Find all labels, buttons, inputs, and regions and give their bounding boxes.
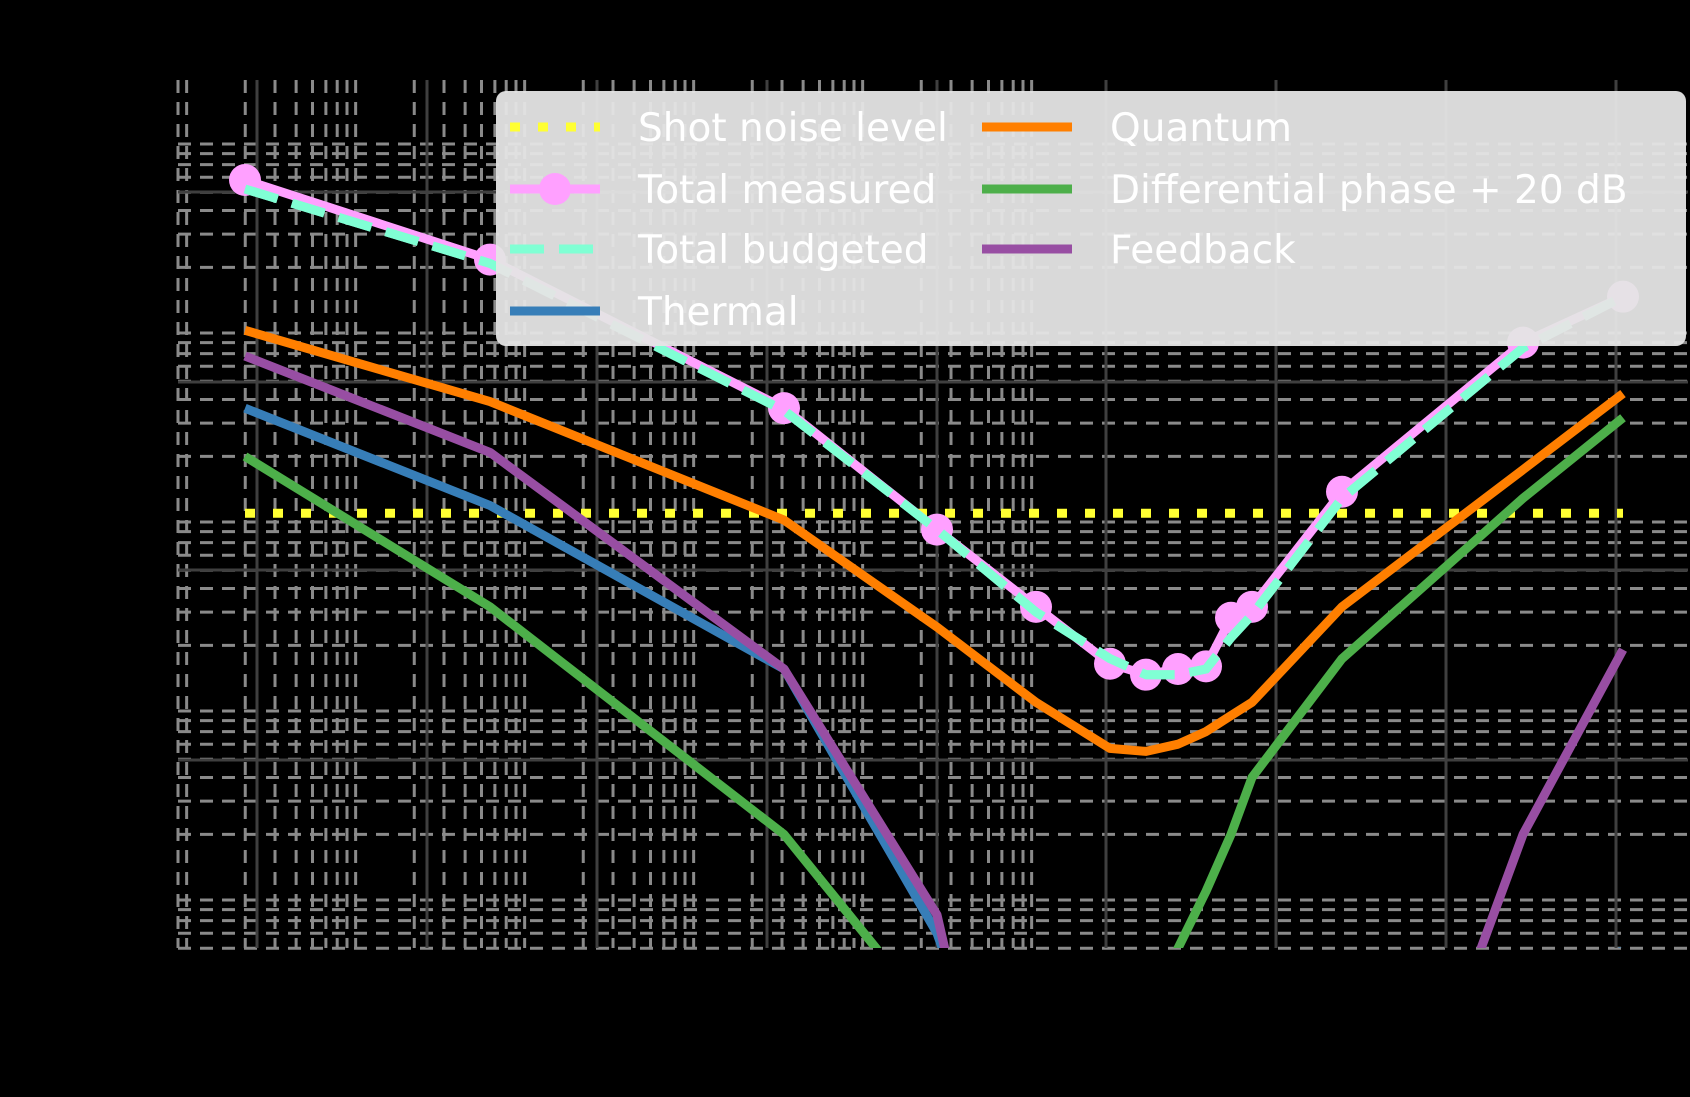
legend-label: Total budgeted — [637, 228, 929, 273]
legend-box — [496, 91, 1686, 346]
series-line-6 — [243, 351, 1627, 948]
legend: Shot noise level Total measured Total budg… — [496, 91, 1686, 346]
plot-area — [229, 164, 1639, 948]
series-line-4 — [243, 325, 1626, 756]
series-line-5 — [242, 414, 1626, 948]
series-line-budgeted-overlay — [243, 184, 1626, 680]
data-point — [1326, 475, 1358, 508]
legend-label: Quantum — [1110, 106, 1292, 151]
legend-label: Feedback — [1110, 228, 1296, 273]
legend-marker — [539, 173, 571, 205]
legend-label: Differential phase + 20 dB — [1110, 168, 1628, 213]
legend-label: Thermal — [637, 290, 799, 335]
legend-label: Total measured — [637, 168, 936, 213]
legend-label: Shot noise level — [638, 106, 948, 151]
